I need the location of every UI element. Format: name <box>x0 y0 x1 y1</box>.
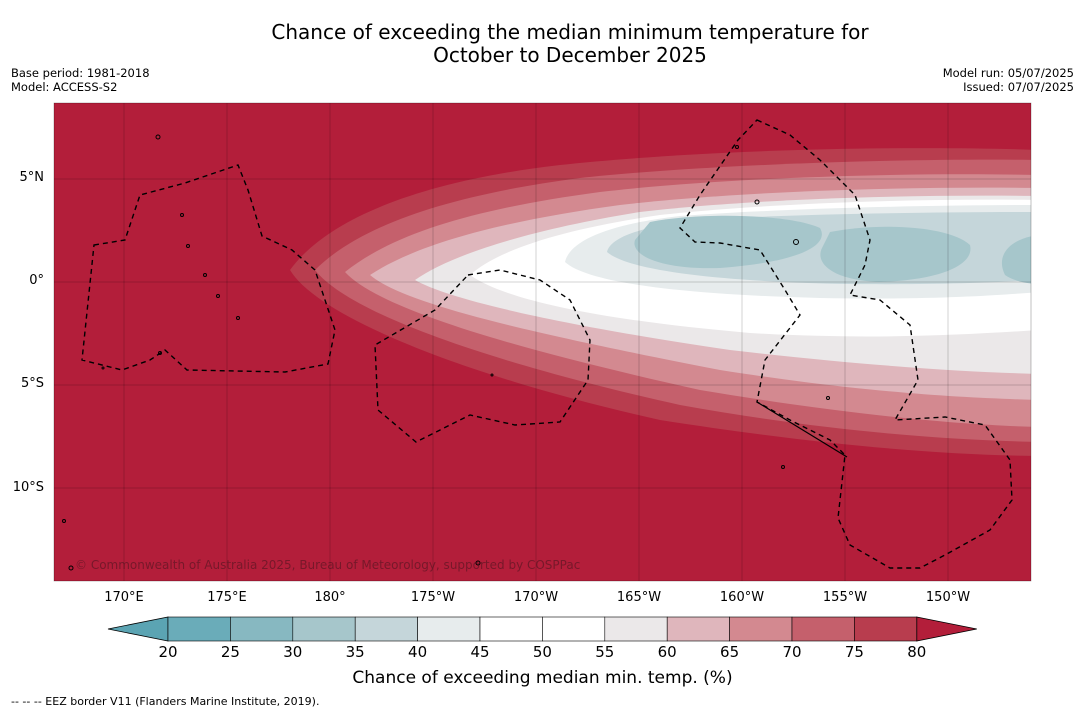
lat-label-0: 0° <box>29 273 44 288</box>
colorbar-title: Chance of exceeding median min. temp. (%… <box>352 668 733 688</box>
colorbar-bin-40-45 <box>417 616 481 642</box>
colorbar-bin-45-50 <box>479 616 543 642</box>
lon-label-175e: 175°E <box>207 590 247 605</box>
colorbar-bin-35-40 <box>354 616 418 642</box>
probability-field <box>54 103 1031 581</box>
colorbar-bin-65-70 <box>729 616 793 642</box>
colorbar-bin-75-80 <box>854 616 918 642</box>
colorbar-tick-30: 30 <box>283 643 303 661</box>
maritime-boundary <box>756 401 848 458</box>
colorbar-tick-25: 25 <box>220 643 240 661</box>
colorbar <box>107 616 977 642</box>
issued-date: Issued: 07/07/2025 <box>963 80 1074 94</box>
model-run-date: Model run: 05/07/2025 <box>942 66 1074 80</box>
lon-label-150w: 150°W <box>925 590 971 605</box>
map-frame <box>53 102 1032 582</box>
colorbar-bin-60-65 <box>666 616 730 642</box>
map-title: Chance of exceeding the median minimum t… <box>0 21 1085 67</box>
base-period: Base period: 1981-2018 <box>11 66 150 80</box>
lon-label-170e: 170°E <box>104 590 144 605</box>
colorbar-tick-35: 35 <box>345 643 365 661</box>
title-line-1: Chance of exceeding the median minimum t… <box>271 20 869 44</box>
band-30c <box>1001 236 1031 284</box>
colorbar-extend-low <box>107 616 169 642</box>
colorbar-tick-55: 55 <box>595 643 615 661</box>
lon-label-170w: 170°W <box>513 590 559 605</box>
lon-label-155w: 155°W <box>822 590 868 605</box>
title-line-2: October to December 2025 <box>433 43 707 67</box>
run-info: Model run: 05/07/2025 Issued: 07/07/2025 <box>943 66 1074 94</box>
eez-footnote: -- -- -- EEZ border V11 (Flanders Marine… <box>11 695 320 708</box>
lon-label-180: 180° <box>314 590 346 605</box>
eez-borders <box>81 119 1013 569</box>
colorbar-tick-50: 50 <box>532 643 552 661</box>
copyright-notice: © Commonwealth of Australia 2025, Bureau… <box>75 558 581 572</box>
eez-line-islands <box>679 119 1013 569</box>
lat-label-5n: 5°N <box>19 170 45 185</box>
colorbar-tick-60: 60 <box>657 643 677 661</box>
colorbar-tick-20: 20 <box>158 643 178 661</box>
lon-label-165w: 165°W <box>616 590 662 605</box>
colorbar-bin-55-60 <box>604 616 668 642</box>
lat-label-5s: 5°S <box>20 376 44 391</box>
colorbar-tick-80: 80 <box>907 643 927 661</box>
colorbar-bin-50-55 <box>542 616 606 642</box>
colorbar-bin-25-30 <box>230 616 294 642</box>
islands <box>62 134 830 571</box>
lon-label-160w: 160°W <box>719 590 765 605</box>
colorbar-tick-70: 70 <box>782 643 802 661</box>
colorbar-tick-40: 40 <box>408 643 428 661</box>
eez-kiribati-gilbert <box>81 164 336 373</box>
colorbar-bin-30-35 <box>292 616 356 642</box>
colorbar-tick-75: 75 <box>844 643 864 661</box>
graticule <box>54 103 1031 581</box>
lat-label-10s: 10°S <box>12 480 44 495</box>
model-info: Base period: 1981-2018 Model: ACCESS-S2 <box>11 66 150 94</box>
colorbar-tick-65: 65 <box>720 643 740 661</box>
colorbar-extend-high <box>916 616 977 642</box>
model-name: Model: ACCESS-S2 <box>11 80 118 94</box>
lon-label-175w: 175°W <box>410 590 456 605</box>
colorbar-bin-20-25 <box>167 616 231 642</box>
colorbar-tick-45: 45 <box>470 643 490 661</box>
colorbar-bin-70-75 <box>791 616 855 642</box>
band-30b <box>820 226 971 282</box>
